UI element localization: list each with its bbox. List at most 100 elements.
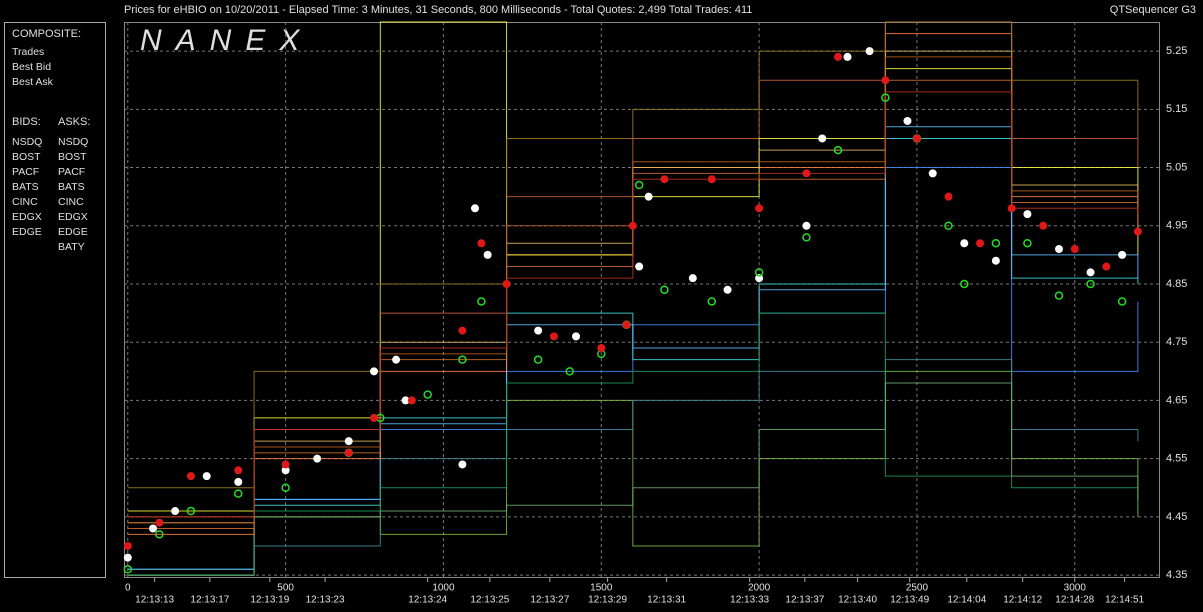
legend-entry: Trades bbox=[12, 46, 44, 58]
legend-title: COMPOSITE: bbox=[12, 28, 81, 40]
quote-dot bbox=[149, 524, 158, 533]
legend-entry: BATS bbox=[58, 181, 85, 193]
quote-dot bbox=[370, 367, 379, 376]
quote-dot bbox=[123, 541, 132, 550]
legend-box bbox=[4, 22, 106, 578]
quote-dot bbox=[834, 52, 843, 61]
quote-dot bbox=[723, 285, 732, 294]
quote-ring bbox=[458, 355, 467, 364]
time-tick-label: 12:13:19 bbox=[250, 595, 289, 606]
quote-dot bbox=[944, 192, 953, 201]
legend-entry: PACF bbox=[58, 166, 85, 178]
quote-dot bbox=[471, 204, 480, 213]
time-tick-label: 12:13:33 bbox=[730, 595, 769, 606]
time-tick-label: 12:13:40 bbox=[838, 595, 877, 606]
legend-entry: CINC bbox=[58, 196, 84, 208]
quote-dot bbox=[635, 262, 644, 271]
y-tick-label: 4.55 bbox=[1166, 453, 1187, 465]
quote-dot bbox=[392, 355, 401, 364]
quote-ring bbox=[960, 279, 969, 289]
y-tick-label: 4.95 bbox=[1166, 220, 1187, 232]
quote-dot bbox=[186, 472, 195, 481]
quote-dot bbox=[1039, 221, 1048, 230]
quote-dot bbox=[1007, 204, 1016, 213]
x-tick-label: 2500 bbox=[906, 583, 929, 594]
quote-dot bbox=[912, 134, 921, 143]
legend-title: BIDS: bbox=[12, 116, 41, 128]
time-tick-label: 12:13:17 bbox=[190, 595, 229, 606]
time-tick-label: 12:14:04 bbox=[947, 595, 986, 606]
time-tick-label: 12:14:28 bbox=[1055, 595, 1094, 606]
quote-ring bbox=[477, 297, 486, 306]
quote-ring bbox=[423, 390, 432, 399]
quote-dot bbox=[1070, 245, 1079, 254]
quote-dot bbox=[707, 175, 716, 184]
quote-line bbox=[127, 382, 1139, 576]
time-tick-label: 12:14:51 bbox=[1105, 595, 1144, 606]
quote-ring bbox=[833, 145, 843, 155]
legend-entry: BOST bbox=[12, 151, 41, 163]
quote-ring bbox=[802, 233, 811, 242]
legend-entry: EDGX bbox=[58, 211, 88, 223]
quote-dot bbox=[549, 332, 558, 341]
quote-line bbox=[127, 21, 1139, 489]
quote-dot bbox=[1054, 245, 1063, 254]
quote-dot bbox=[281, 466, 290, 475]
quote-dot bbox=[1118, 250, 1127, 259]
x-tick-label: 3000 bbox=[1064, 583, 1087, 594]
brand: QTSequencer G3 bbox=[1110, 4, 1196, 16]
quote-dot bbox=[960, 239, 969, 248]
quote-dot bbox=[976, 239, 985, 248]
quote-ring bbox=[1023, 238, 1032, 248]
quote-dot bbox=[903, 116, 912, 125]
quote-dot bbox=[407, 396, 416, 405]
quote-ring bbox=[186, 506, 196, 516]
time-tick-label: 12:13:31 bbox=[647, 595, 686, 606]
quote-ring bbox=[1086, 279, 1095, 289]
time-tick-label: 12:13:23 bbox=[306, 595, 345, 606]
quote-dot bbox=[644, 192, 653, 201]
legend-entry: EDGE bbox=[12, 226, 42, 238]
y-tick-label: 4.45 bbox=[1166, 511, 1187, 523]
quote-dot bbox=[572, 332, 581, 341]
quote-dot bbox=[234, 477, 243, 486]
quote-dot bbox=[1102, 262, 1111, 271]
legend-entry: BATS bbox=[12, 181, 39, 193]
quote-dot bbox=[344, 437, 353, 446]
x-tick-label: 1500 bbox=[590, 583, 613, 594]
quote-dot bbox=[991, 256, 1000, 265]
quote-dot bbox=[281, 460, 290, 469]
quote-dot bbox=[755, 204, 764, 213]
quote-ring bbox=[123, 565, 133, 574]
x-tick-label: 0 bbox=[125, 583, 131, 594]
time-tick-label: 12:13:49 bbox=[890, 595, 929, 606]
x-tick-label: 2000 bbox=[748, 583, 771, 594]
legend-title: ASKS: bbox=[58, 116, 90, 128]
quote-dot bbox=[370, 413, 379, 422]
time-tick-label: 12:14:12 bbox=[1003, 595, 1042, 606]
quote-dot bbox=[1133, 227, 1142, 236]
quote-ring bbox=[881, 93, 890, 102]
quote-ring bbox=[1117, 297, 1127, 306]
quote-ring bbox=[707, 297, 717, 306]
time-tick-label: 12:13:25 bbox=[470, 595, 509, 606]
quote-dot bbox=[688, 274, 697, 283]
quote-line bbox=[127, 312, 1139, 576]
time-tick-label: 12:13:29 bbox=[588, 595, 627, 606]
quote-ring bbox=[1054, 291, 1064, 300]
quote-dot bbox=[843, 52, 852, 61]
time-tick-label: 12:13:37 bbox=[785, 595, 824, 606]
legend-entry: BATY bbox=[58, 241, 85, 253]
quote-ring bbox=[533, 355, 543, 364]
quote-dot bbox=[597, 344, 606, 353]
quote-dot bbox=[622, 320, 631, 329]
quote-dot bbox=[628, 221, 637, 230]
legend-entry: NSDQ bbox=[58, 136, 88, 148]
quote-dot bbox=[865, 47, 874, 56]
legend-entry: CINC bbox=[12, 196, 38, 208]
quote-dot bbox=[881, 76, 890, 85]
quote-ring bbox=[565, 367, 574, 376]
time-tick-label: 12:13:13 bbox=[135, 595, 174, 606]
quote-ring bbox=[754, 268, 764, 277]
quote-dot bbox=[818, 134, 827, 143]
